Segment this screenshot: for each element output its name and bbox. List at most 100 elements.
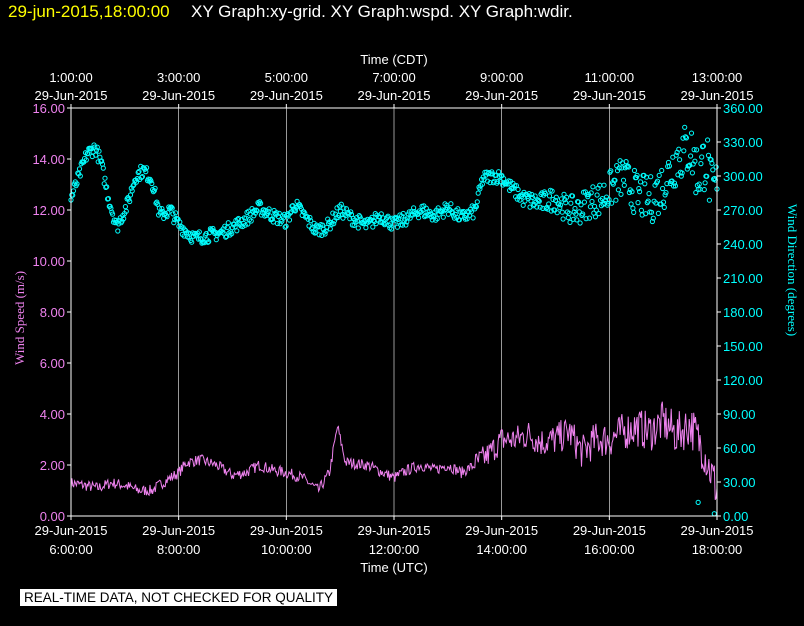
wind-direction-point — [699, 154, 705, 160]
bottom-tick-date: 29-Jun-2015 — [681, 523, 754, 538]
wind-direction-point — [655, 210, 662, 216]
wind-direction-point — [121, 216, 127, 222]
wind-direction-point — [83, 157, 89, 163]
wind-direction-point — [560, 216, 566, 222]
wind-direction-point — [678, 173, 684, 179]
wind-direction-point — [205, 239, 211, 245]
wind-direction-point — [689, 170, 696, 176]
wind-direction-point — [532, 193, 538, 199]
wind-direction-point — [671, 183, 677, 189]
wind-direction-point — [625, 163, 631, 169]
wind-direction-point — [314, 224, 321, 230]
wind-direction-point — [395, 216, 401, 222]
wind-direction-point — [621, 182, 627, 188]
wind-direction-point — [593, 207, 599, 213]
wind-direction-point — [282, 224, 288, 230]
wind-direction-point — [102, 175, 108, 181]
wind-direction-point — [385, 213, 391, 219]
wind-direction-point — [206, 239, 212, 245]
wind-direction-point — [710, 167, 716, 173]
wind-direction-point — [222, 223, 228, 229]
wind-direction-point — [542, 190, 548, 197]
wind-direction-point — [229, 231, 235, 237]
wind-direction-point — [577, 220, 583, 226]
wind-direction-point — [394, 224, 400, 230]
bottom-tick-time: 10:00:00 — [261, 542, 312, 557]
wind-direction-point — [203, 231, 209, 237]
wind-direction-point — [450, 210, 456, 216]
wind-direction-point — [615, 187, 622, 193]
top-axis-title: Time (CDT) — [360, 52, 427, 67]
top-tick-date: 29-Jun-2015 — [35, 88, 108, 103]
wind-direction-point — [274, 220, 281, 227]
wind-direction-point — [265, 208, 271, 214]
wind-direction-point — [570, 216, 576, 222]
wind-direction-point — [700, 143, 707, 149]
top-tick-time: 7:00:00 — [372, 70, 415, 85]
wind-direction-point — [638, 207, 645, 213]
wind-direction-point — [448, 201, 454, 207]
bottom-tick-date: 29-Jun-2015 — [35, 523, 108, 538]
wind-direction-point — [526, 191, 532, 197]
wind-direction-point — [520, 202, 526, 208]
wind-direction-point — [646, 191, 652, 197]
wind-direction-point — [93, 152, 99, 158]
wind-direction-point — [496, 169, 502, 175]
wind-direction-point — [308, 218, 314, 224]
wind-direction-point — [297, 203, 304, 209]
wind-direction-point — [77, 173, 83, 179]
wind-direction-point — [129, 188, 135, 194]
wind-direction-point — [702, 180, 708, 186]
wind-direction-point — [165, 210, 171, 216]
wind-direction-point — [553, 194, 559, 200]
wind-direction-point — [473, 204, 479, 210]
wind-direction-point — [557, 205, 563, 211]
wind-direction-point — [391, 221, 397, 227]
wind-direction-point — [139, 174, 145, 180]
wind-direction-point — [688, 153, 694, 159]
wind-direction-point — [660, 199, 667, 205]
wind-direction-point — [589, 198, 595, 205]
top-tick-date: 29-Jun-2015 — [142, 88, 215, 103]
wind-direction-point — [242, 222, 248, 228]
top-tick-time: 3:00:00 — [157, 70, 200, 85]
wind-direction-point — [213, 237, 219, 243]
wind-direction-point — [682, 124, 688, 130]
wind-direction-point — [683, 135, 690, 141]
wind-direction-point — [74, 181, 80, 187]
wind-direction-point — [588, 190, 594, 196]
wind-direction-point — [648, 174, 654, 180]
wind-direction-point — [136, 168, 142, 175]
wind-direction-point — [537, 204, 543, 210]
wind-direction-point — [637, 179, 644, 185]
top-tick-time: 1:00:00 — [49, 70, 92, 85]
wind-direction-point — [495, 178, 501, 185]
wind-direction-point — [654, 178, 661, 184]
wind-direction-point — [168, 204, 174, 210]
wind-direction-point — [429, 217, 435, 223]
wind-direction-point — [370, 224, 376, 230]
wind-direction-point — [552, 197, 559, 203]
right-tick-label: 270.00 — [723, 203, 763, 218]
wind-direction-point — [234, 228, 240, 234]
wind-direction-point — [546, 193, 553, 199]
wind-direction-point — [460, 210, 466, 216]
wind-direction-point — [100, 165, 106, 171]
wind-direction-point — [569, 193, 576, 199]
wind-direction-point — [643, 211, 649, 217]
wind-direction-point — [704, 173, 710, 179]
wind-direction-point — [232, 224, 238, 230]
wind-direction-point — [110, 211, 116, 217]
wind-direction-point — [666, 163, 673, 169]
wind-direction-point — [341, 205, 347, 211]
wind-direction-point — [592, 214, 599, 220]
left-axis-title: Wind Speed (m/s) — [12, 271, 27, 365]
wind-direction-point — [355, 225, 361, 231]
wind-direction-point — [474, 199, 480, 205]
wind-direction-point — [70, 188, 77, 194]
wind-direction-point — [470, 215, 476, 221]
wind-direction-point — [245, 221, 251, 227]
wind-direction-point — [139, 174, 145, 180]
wind-direction-point — [400, 210, 406, 217]
